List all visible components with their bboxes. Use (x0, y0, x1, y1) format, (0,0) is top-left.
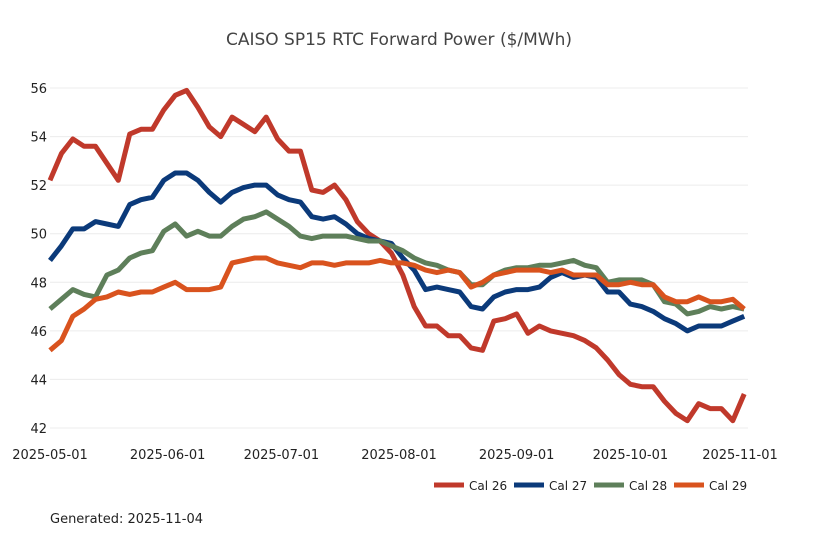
x-axis: 2025-05-01 2025-06-01 2025-07-01 2025-08-01… (12, 448, 778, 463)
chart-title: CAISO SP15 RTC Forward Power ($/MWh) (226, 30, 572, 50)
y-tick-label: 50 (30, 228, 47, 243)
y-tick-label: 52 (30, 179, 47, 194)
series-line-cal-28 (48, 209, 745, 317)
legend-item: Cal 26 (434, 479, 507, 493)
y-axis: 42 44 46 48 50 52 54 56 (30, 82, 47, 437)
x-tick-label: 2025-08-01 (361, 448, 437, 463)
y-tick-label: 54 (30, 131, 47, 146)
generated-date: Generated: 2025-11-04 (50, 512, 204, 527)
x-tick-label: 2025-09-01 (479, 448, 555, 463)
x-tick-label: 2025-07-01 (244, 448, 320, 463)
series-line-cal-26 (47, 87, 747, 424)
y-tick-label: 56 (30, 82, 47, 97)
x-tick-label: 2025-11-01 (702, 448, 778, 463)
gridlines (50, 87, 748, 429)
y-tick-label: 44 (30, 373, 47, 388)
x-tick-label: 2025-05-01 (12, 448, 88, 463)
y-tick-label: 48 (30, 276, 47, 291)
y-tick-label: 42 (30, 422, 47, 437)
legend-item: Cal 29 (674, 479, 747, 493)
legend-item: Cal 28 (594, 479, 667, 493)
legend-label: Cal 28 (629, 479, 667, 493)
x-tick-label: 2025-06-01 (130, 448, 206, 463)
x-tick-label: 2025-10-01 (593, 448, 669, 463)
legend-label: Cal 27 (549, 479, 587, 493)
legend-label: Cal 26 (469, 479, 507, 493)
legend: Cal 26 Cal 27 Cal 28 Cal 29 (434, 479, 747, 493)
series-line-cal-29 (48, 255, 746, 353)
legend-label: Cal 29 (709, 479, 747, 493)
series-lines (47, 87, 747, 424)
y-tick-label: 46 (30, 325, 47, 340)
legend-item: Cal 27 (514, 479, 587, 493)
